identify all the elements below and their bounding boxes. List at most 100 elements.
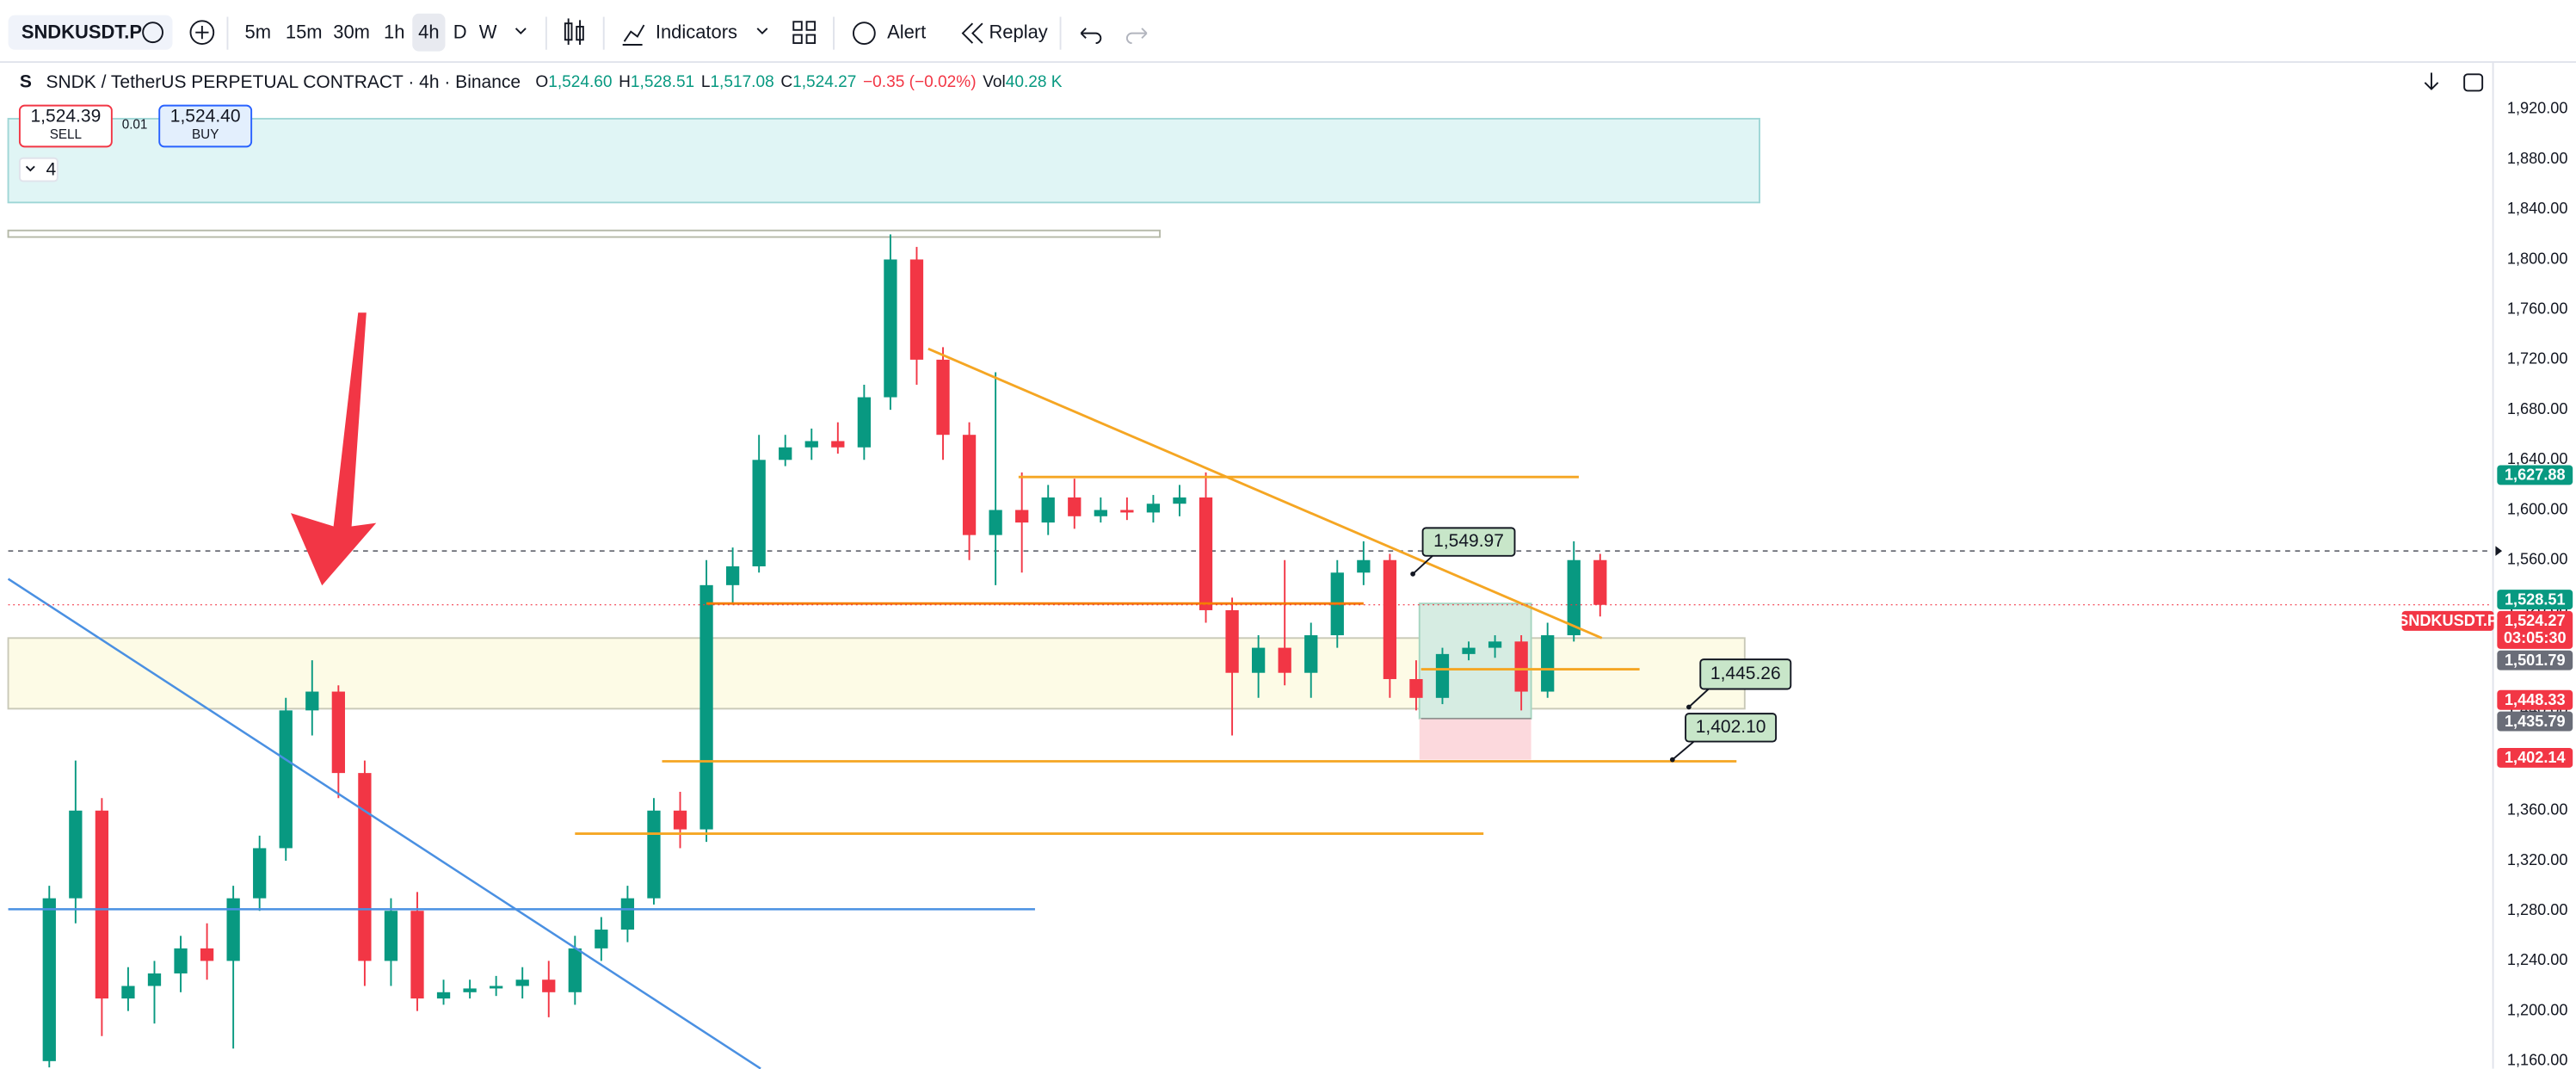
interval-button[interactable]: 15m <box>286 21 323 42</box>
candle-body <box>1488 641 1502 648</box>
legend-line: SNDK / TetherUS PERPETUAL CONTRACT · 4h … <box>46 71 1062 91</box>
redo-button[interactable] <box>1125 28 1148 45</box>
price-tag <box>2497 689 2573 710</box>
candle-body <box>725 566 740 585</box>
symbol-icon[interactable] <box>142 22 163 44</box>
price-tag-label: 1,402.14 <box>2505 749 2566 766</box>
sell-button[interactable] <box>18 104 113 148</box>
chevron <box>25 165 35 172</box>
candle-body <box>1514 641 1528 692</box>
symbol[interactable]: SNDKUSDT.P <box>22 21 142 42</box>
legend-value: 1,517.08 <box>710 73 773 91</box>
candle-body <box>358 773 372 961</box>
candle-body <box>699 584 713 830</box>
candle-body <box>253 848 267 899</box>
sell-label[interactable]: SELL <box>50 127 82 142</box>
indicators-icon[interactable] <box>622 24 645 46</box>
arrow <box>290 312 377 586</box>
candle-body <box>1041 497 1055 523</box>
interval-button[interactable]: 1h <box>384 21 404 42</box>
price-tag <box>2497 748 2573 768</box>
candle-body <box>515 979 529 986</box>
price-axis: 1,920.00 1,880.00 1,840.00 1,800.00 1,760.00… <box>2492 62 2576 1069</box>
price-tag-label: 1,627.88 <box>2505 467 2566 484</box>
undo-button[interactable] <box>1080 28 1102 45</box>
price-tag-label: 1,435.79 <box>2505 713 2566 730</box>
candle-body <box>410 911 424 999</box>
legend-key: H <box>619 73 631 91</box>
candle-body <box>909 259 924 360</box>
interval-button[interactable]: 30m <box>333 21 370 42</box>
legend-title: SNDK / TetherUS PERPETUAL CONTRACT · 4h … <box>46 71 521 91</box>
candle-body <box>305 691 319 711</box>
sell-price[interactable]: 1,524.39 <box>31 107 102 127</box>
interval-button[interactable]: D <box>453 21 467 42</box>
y-tick-label: 1,600.00 <box>2507 500 2568 517</box>
legend-volume-key: Vol <box>983 73 1006 91</box>
interval-button[interactable]: 4h <box>418 21 439 42</box>
price-tag-label: 1,448.33 <box>2505 691 2566 708</box>
candle-body <box>490 986 503 989</box>
active-interval-bg <box>412 13 446 52</box>
collapse-button[interactable] <box>18 157 59 182</box>
alert-button[interactable]: Alert <box>887 21 926 42</box>
callout-label: 1,402.10 <box>1696 717 1766 737</box>
price-tag-label: 1,501.79 <box>2505 652 2566 669</box>
legend-bg <box>19 72 34 93</box>
y-tick-label: 1,160.00 <box>2507 1052 2568 1069</box>
y-tick-label: 1,920.00 <box>2507 100 2568 117</box>
buy-button[interactable] <box>158 104 253 148</box>
candle-body <box>831 441 845 448</box>
interval-dropdown[interactable] <box>515 28 527 34</box>
y-tick-label: 1,880.00 <box>2507 150 2568 167</box>
buy-label[interactable]: BUY <box>192 127 219 142</box>
candle-body <box>1146 504 1161 513</box>
callout-anchor <box>1686 704 1692 710</box>
indicators-dropdown[interactable] <box>756 28 768 34</box>
order-panel: 1,524.39 SELL 0.01 1,524.40 BUY 4 <box>18 104 253 182</box>
candle-body <box>1015 510 1029 523</box>
symbol-box[interactable] <box>8 15 173 50</box>
layouts-icon[interactable] <box>792 21 817 45</box>
collapsed-count[interactable]: 4 <box>46 160 56 180</box>
price-tag-label: 1,528.51 <box>2505 590 2566 608</box>
interval-button[interactable]: 5m <box>245 21 271 42</box>
interval-button[interactable]: W <box>479 21 497 42</box>
candle-body <box>1383 559 1397 679</box>
alert-icon[interactable] <box>852 22 876 45</box>
thin-rectangle <box>7 229 1162 238</box>
y-tick-label: 1,760.00 <box>2507 300 2568 317</box>
candle-body <box>200 948 214 961</box>
y-tick-label: 1,200.00 <box>2507 1001 2568 1018</box>
y-tick-label: 1,360.00 <box>2507 801 2568 819</box>
buy-price[interactable]: 1,524.40 <box>170 107 241 127</box>
replay-icon[interactable] <box>961 22 983 44</box>
chart-type-icon[interactable] <box>564 18 584 45</box>
candle-body <box>1409 678 1423 698</box>
plus-icon <box>195 26 209 40</box>
y-tick-label: 1,840.00 <box>2507 200 2568 217</box>
candle-body <box>121 986 135 999</box>
replay-button[interactable]: Replay <box>989 21 1047 42</box>
y-tick-label: 1,720.00 <box>2507 350 2568 368</box>
compare-button[interactable] <box>189 20 215 45</box>
candle-body <box>884 259 897 398</box>
legend-key: C <box>780 73 792 91</box>
legend-change: −0.35 (−0.02%) <box>863 73 977 91</box>
fullscreen-button[interactable] <box>2463 73 2484 92</box>
candle-body <box>384 911 398 961</box>
candle-body <box>226 898 240 961</box>
scroll-button[interactable] <box>2424 72 2439 90</box>
candle-body <box>936 359 950 436</box>
price-tag <box>2497 610 2573 649</box>
symbol-tag-label: SNDKUSDT.P <box>2398 612 2498 629</box>
callout-anchor <box>1410 571 1415 577</box>
candle-body <box>331 691 345 774</box>
candle-body <box>620 898 635 930</box>
callout <box>1699 658 1792 690</box>
indicators-button[interactable]: Indicators <box>656 21 737 42</box>
quantity[interactable]: 0.01 <box>122 118 148 133</box>
candle-body <box>542 979 556 992</box>
